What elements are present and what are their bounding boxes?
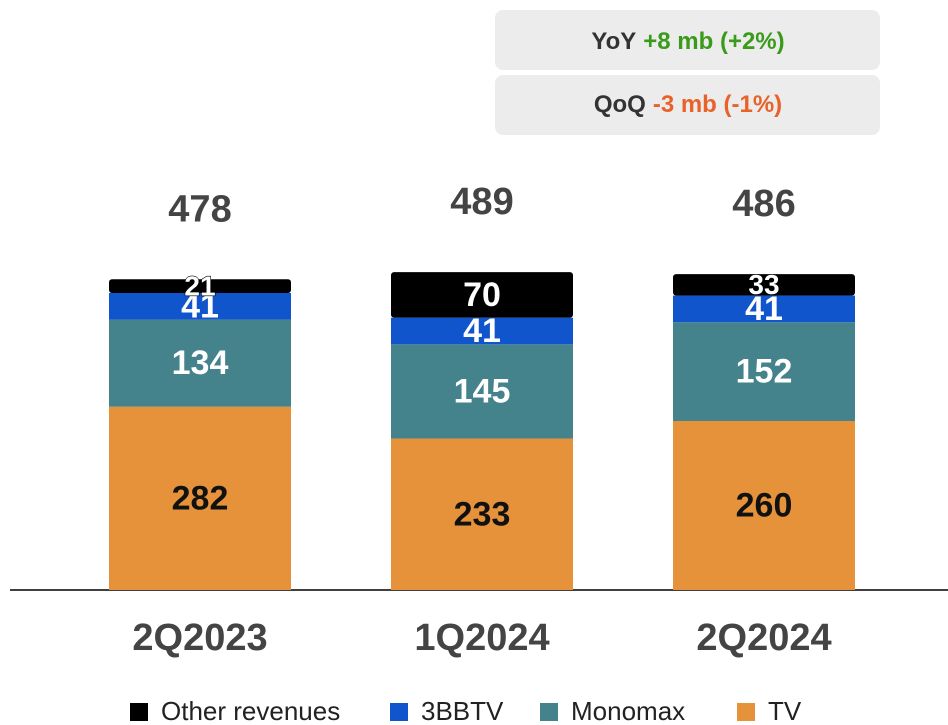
x-tick-label: 1Q2024 bbox=[414, 617, 549, 659]
annotation-box bbox=[495, 10, 880, 70]
legend-label: TV bbox=[768, 696, 802, 725]
annotation-value: +8 mb (+2%) bbox=[643, 28, 784, 55]
data-label: 21 bbox=[184, 271, 215, 302]
legend-swatch bbox=[540, 703, 558, 721]
data-label: 134 bbox=[172, 344, 229, 382]
bar-segment bbox=[391, 438, 573, 590]
legend-label: Other revenues bbox=[161, 696, 340, 725]
data-label: 282 bbox=[172, 479, 229, 517]
annotation: QoQ -3 mb (-1%) bbox=[594, 91, 782, 118]
x-tick-label: 2Q2024 bbox=[696, 617, 831, 659]
legend-swatch bbox=[130, 703, 148, 721]
bar-segment bbox=[109, 292, 291, 320]
bar-segment bbox=[391, 344, 573, 439]
legend-label: Monomax bbox=[571, 696, 685, 725]
legend-label: 3BBTV bbox=[421, 696, 504, 725]
legend-swatch bbox=[390, 703, 408, 721]
data-label: 33 bbox=[748, 269, 779, 300]
annotation-box bbox=[495, 75, 880, 135]
data-label: 260 bbox=[736, 486, 793, 524]
bar-segment bbox=[109, 279, 291, 293]
bar-segment bbox=[673, 295, 855, 323]
bar-segment bbox=[673, 322, 855, 421]
bar-segment bbox=[109, 406, 291, 590]
total-label: 486 bbox=[732, 183, 795, 225]
bar-segment bbox=[673, 274, 855, 296]
bar-segment bbox=[391, 272, 573, 318]
bar-segment bbox=[109, 319, 291, 407]
annotation: YoY +8 mb (+2%) bbox=[591, 28, 784, 55]
data-label: 233 bbox=[454, 495, 511, 533]
x-tick-label: 2Q2023 bbox=[132, 617, 267, 659]
bar-segment bbox=[391, 317, 573, 345]
data-label: 145 bbox=[454, 372, 511, 410]
annotation-label: QoQ bbox=[594, 91, 646, 118]
data-label: 152 bbox=[736, 353, 793, 391]
data-label: 41 bbox=[181, 287, 219, 325]
total-label: 489 bbox=[450, 181, 513, 223]
data-label: 41 bbox=[745, 290, 783, 328]
annotation-label: YoY bbox=[591, 28, 636, 55]
annotation-value: -3 mb (-1%) bbox=[653, 91, 782, 118]
data-label: 41 bbox=[463, 312, 501, 350]
bar-segment bbox=[673, 421, 855, 590]
total-label: 478 bbox=[168, 188, 231, 230]
data-label: 70 bbox=[463, 276, 501, 314]
legend-swatch bbox=[737, 703, 755, 721]
